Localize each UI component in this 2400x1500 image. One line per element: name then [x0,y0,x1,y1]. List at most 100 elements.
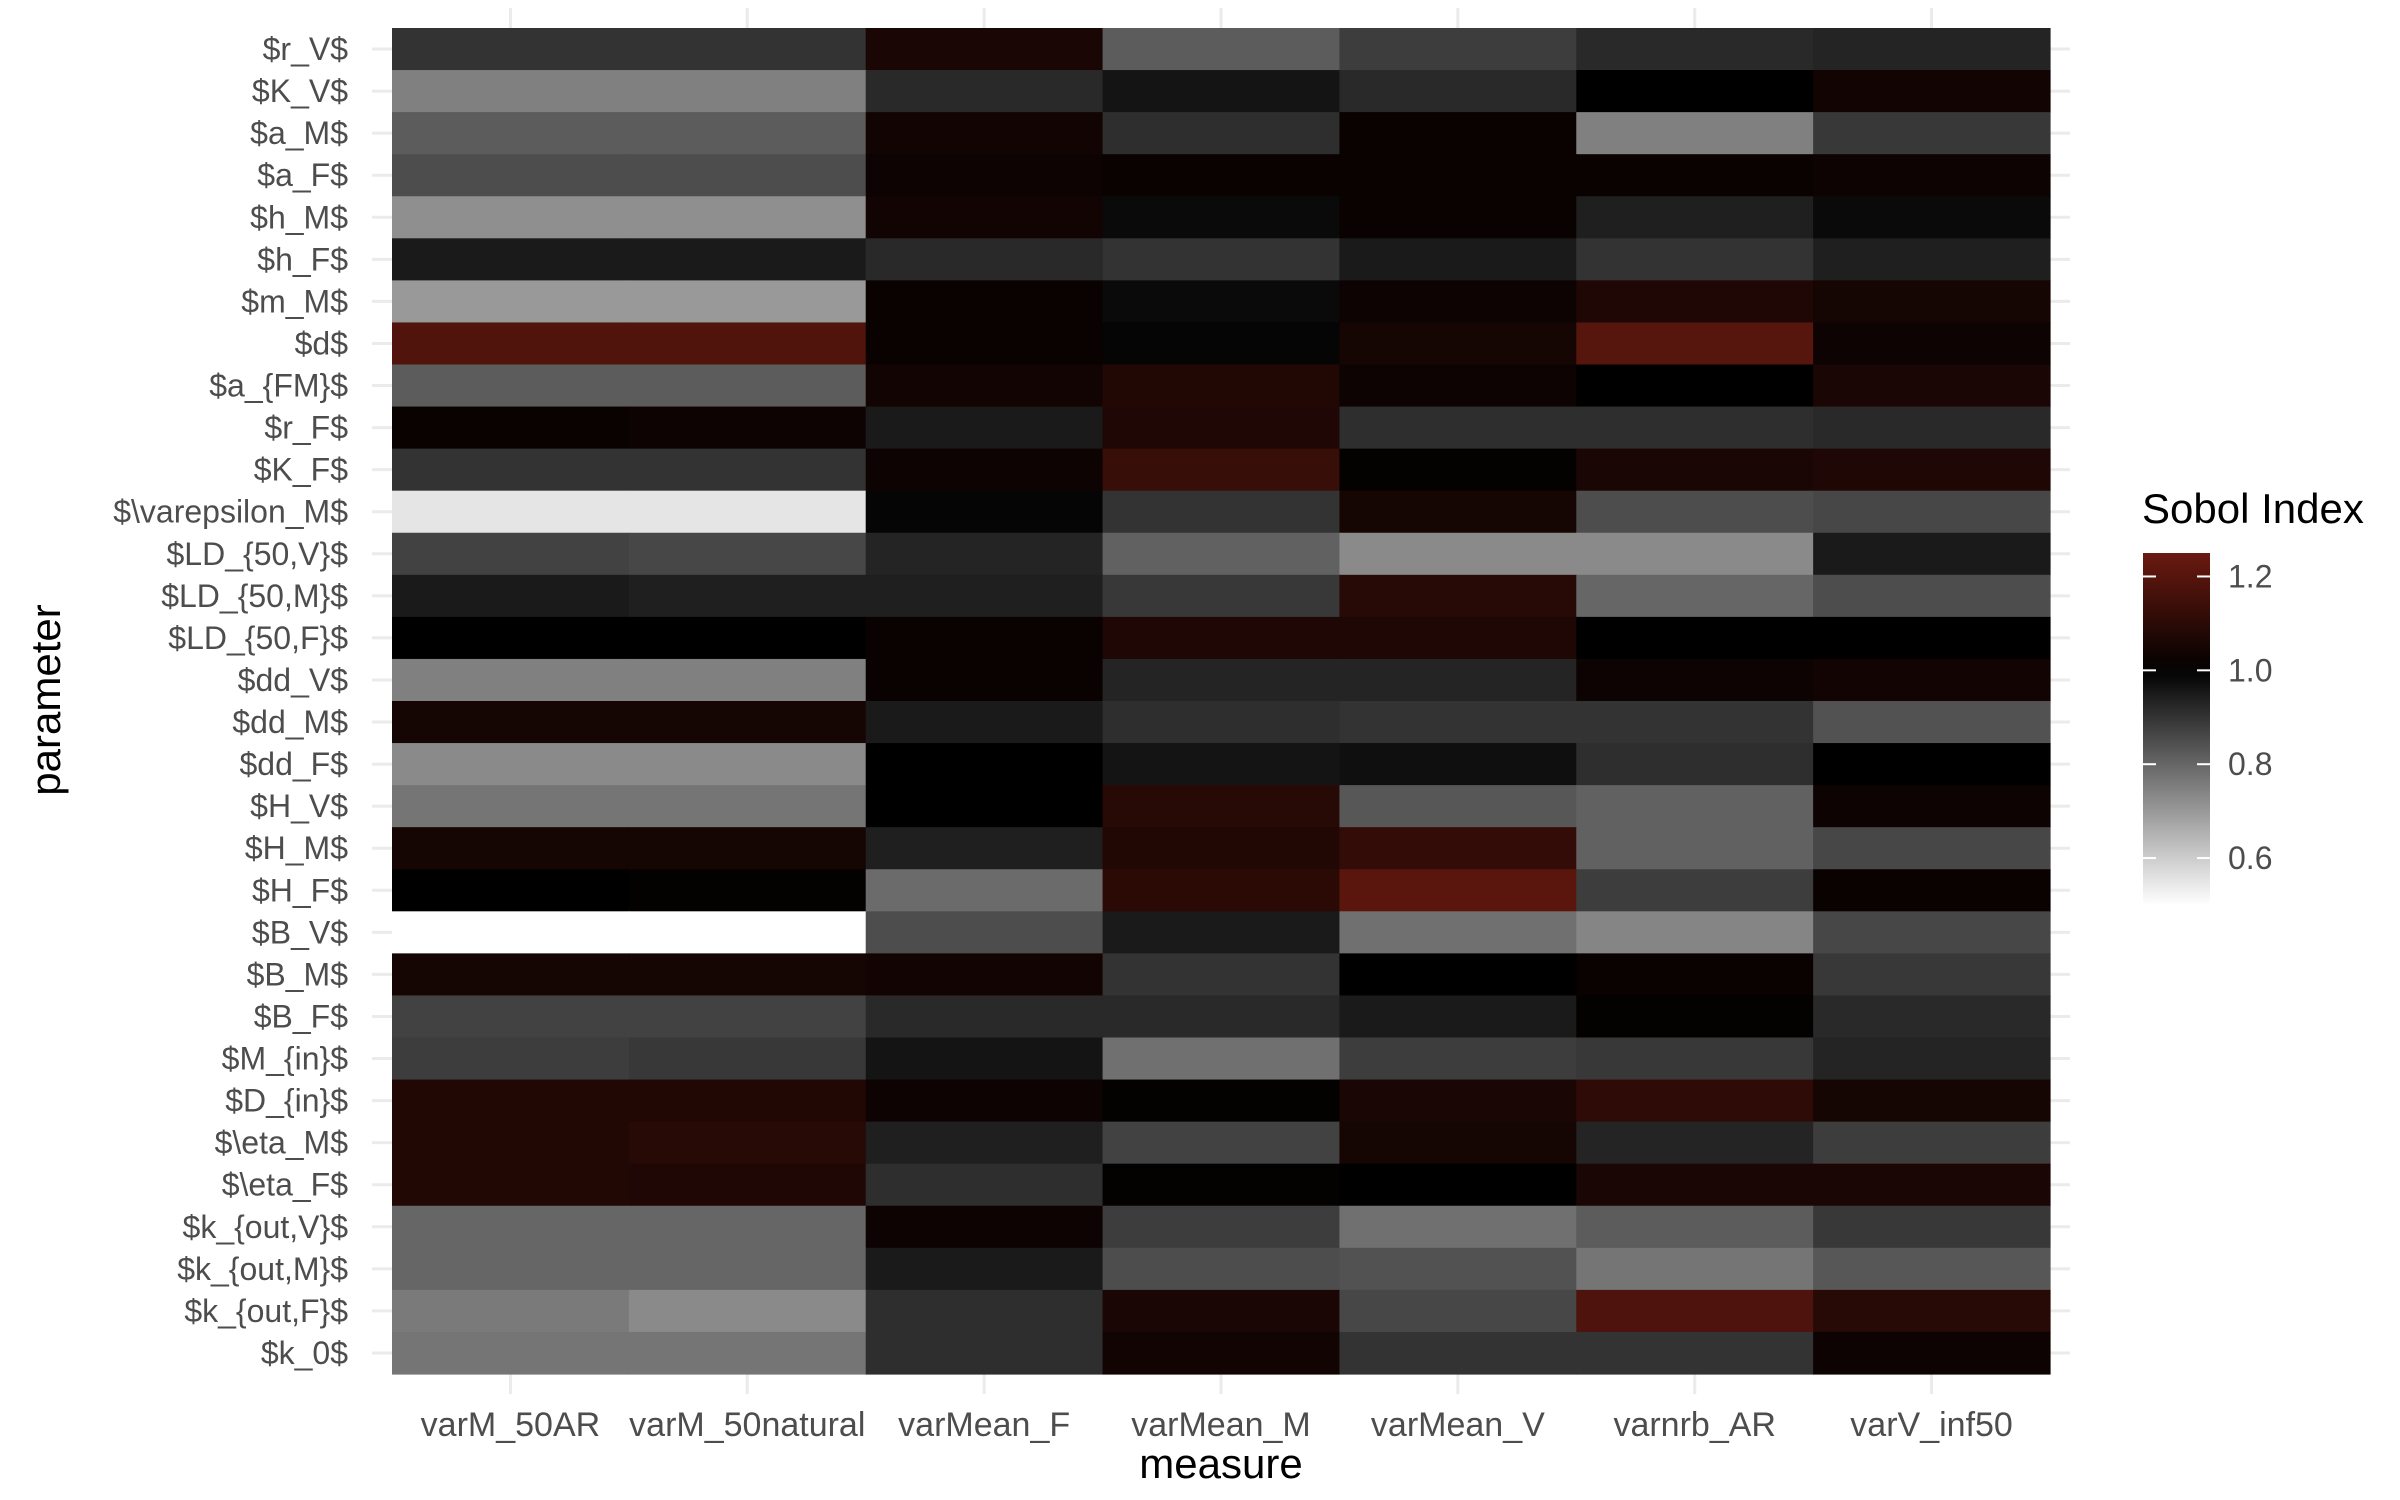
heatmap-cell [1576,28,1814,71]
heatmap-cell [1813,280,2051,324]
heatmap-cell [1813,701,2051,744]
heatmap-cell [1339,574,1577,618]
heatmap-cell [865,280,1104,324]
heatmap-cell [628,532,867,576]
heatmap-cell [1813,364,2051,408]
heatmap-cell [1813,1121,2051,1165]
heatmap-cell [865,448,1104,492]
heatmap-cell [1339,1079,1577,1123]
heatmap-cell [1813,70,2051,113]
heatmap-cell [392,154,630,197]
heatmap-cell [628,1331,867,1375]
heatmap-cell [392,28,630,71]
x-axis-ticks: varM_50AR varM_50natural varMean_F varMean_… [421,1406,2013,1444]
y-axis-title: parameter [22,604,69,795]
heatmap-cell [1576,574,1814,618]
heatmap-cell [628,28,867,71]
x-tick-label: varMean_F [898,1406,1070,1444]
y-tick-label: $k_0$ [261,1335,348,1371]
heatmap-cell [865,322,1104,366]
heatmap-cell [1102,112,1341,155]
heatmap-cell [865,112,1104,155]
heatmap-cell [628,869,867,912]
heatmap-cell [1813,112,2051,155]
heatmap-cell [1102,448,1341,492]
heatmap-cell [1339,743,1577,786]
heatmap-cell [1339,70,1577,113]
heatmap-cell [392,827,630,870]
heatmap-cell [392,1331,630,1375]
heatmap-cell [1576,1163,1814,1207]
y-tick-label: $B_V$ [252,914,348,950]
heatmap-cell [628,1205,867,1249]
heatmap-cell [1102,1247,1341,1291]
heatmap-cell [1339,1205,1577,1249]
heatmap-cell [1576,154,1814,197]
heatmap-cell [865,827,1104,870]
heatmap-cell [392,995,630,1039]
heatmap-cell [1576,869,1814,912]
heatmap-cell [865,743,1104,786]
heatmap-cell [1102,827,1341,870]
heatmap-cell [1813,1163,2051,1207]
heatmap-cell [865,911,1104,954]
heatmap-cell [865,701,1104,744]
legend-tick-label: 1.0 [2228,652,2272,688]
heatmap-cell [392,1289,630,1333]
heatmap-cell [392,112,630,155]
heatmap-cell [392,701,630,744]
heatmap-cell [1339,827,1577,870]
y-tick-label: $k_{out,F}$ [184,1293,348,1329]
heatmap-cell [865,406,1104,450]
heatmap-cell [628,574,867,618]
heatmap-cell [1813,953,2051,997]
heatmap-cell [1813,196,2051,239]
heatmap-cell [1576,1289,1814,1333]
y-tick-label: $h_M$ [250,199,348,235]
heatmap-cell [1102,1079,1341,1123]
heatmap-cell [865,869,1104,912]
y-tick-label: $a_F$ [257,157,348,193]
heatmap-cell [1102,1121,1341,1165]
heatmap-cell [1102,1289,1341,1333]
heatmap-cell [1102,28,1341,71]
heatmap-cell [1576,616,1814,660]
heatmap-cell [1813,406,2051,450]
heatmap-cell [1102,785,1341,828]
heatmap-cell [628,448,867,492]
y-tick-label: $B_M$ [247,956,349,992]
heatmap-cell [865,28,1104,71]
heatmap-cell [392,1205,630,1249]
heatmap-cell [865,1205,1104,1249]
heatmap-cell [1813,238,2051,281]
heatmap-cell [392,364,630,408]
heatmap-cell [1576,701,1814,744]
heatmap-cell [1339,869,1577,912]
heatmap-cell [628,364,867,408]
heatmap-cell [1813,1289,2051,1333]
heatmap-cell [392,574,630,618]
heatmap-cell [392,911,630,954]
y-tick-label: $B_F$ [254,998,348,1034]
legend-tick-label: 1.2 [2228,558,2272,594]
heatmap-cell [865,1121,1104,1165]
heatmap-cell [1576,1331,1814,1375]
heatmap-cell [1576,1079,1814,1123]
heatmap-cell [1813,785,2051,828]
heatmap-cell [1102,490,1341,534]
heatmap-cell [628,280,867,324]
x-axis-title: measure [1139,1440,1302,1487]
y-tick-label: $h_F$ [257,241,348,277]
heatmap-cell [865,616,1104,660]
heatmap-cell [1576,1037,1814,1081]
y-tick-label: $LD_{50,F}$ [168,620,348,656]
heatmap-cell [628,785,867,828]
heatmap-cell [392,280,630,324]
heatmap-cell [1102,238,1341,281]
heatmap-cell [865,995,1104,1039]
heatmap-cell [1102,154,1341,197]
heatmap-cell [1102,364,1341,408]
heatmap-cell [1102,616,1341,660]
heatmap-cell [628,827,867,870]
heatmap-cell [1576,953,1814,997]
